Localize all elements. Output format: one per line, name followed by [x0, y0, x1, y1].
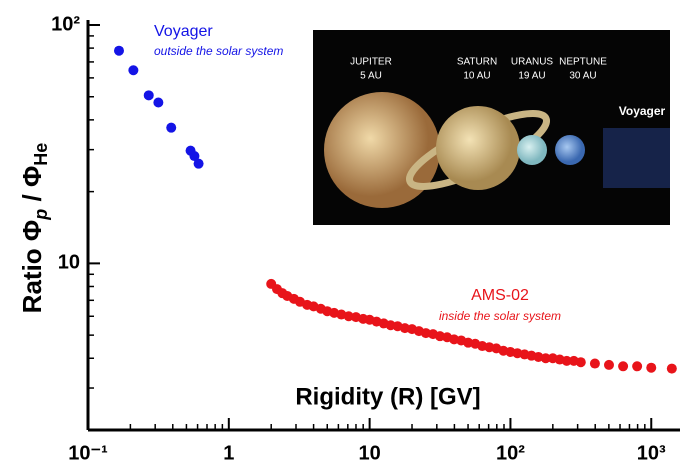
data-point [343, 311, 354, 322]
y-tick-label: 10² [51, 13, 80, 35]
planet-name: JUPITER [350, 57, 392, 68]
planet-name: NEPTUNE [559, 57, 607, 68]
inset-image: JUPITER 5 AU SATURN 10 AU URANUS 19 AU NEPTUNE… [313, 30, 670, 225]
data-point [128, 65, 139, 76]
data-point [618, 361, 629, 372]
data-point [666, 363, 677, 374]
x-tick-label: 10² [496, 442, 525, 464]
data-point [561, 355, 572, 366]
planet-distance: 30 AU [569, 71, 596, 82]
data-point [589, 358, 600, 369]
data-point [193, 158, 204, 169]
data-point [632, 361, 643, 372]
data-point [540, 353, 551, 364]
y-label-part: Ratio [17, 248, 47, 313]
series-label: Voyager [154, 23, 213, 40]
y-axis-title: Ratio Φp / ΦHe [17, 143, 51, 314]
y-label-part: p [31, 209, 51, 221]
data-point [646, 362, 657, 373]
x-axis-title: Rigidity (R) [GV] [295, 383, 480, 410]
probe-name: Voyager [619, 104, 666, 118]
y-label-part: / [17, 194, 47, 201]
data-point [575, 357, 586, 368]
data-point [603, 359, 614, 370]
y-label-part: Φ [17, 166, 47, 187]
series-note: outside the solar system [154, 44, 283, 58]
data-point [113, 45, 124, 56]
planet-name: URANUS [511, 57, 554, 68]
y-label-part: Φ [17, 220, 47, 241]
y-label-part: He [31, 143, 51, 166]
data-point [166, 122, 177, 133]
x-tick-label: 10⁻¹ [68, 442, 108, 464]
planet-distance: 5 AU [360, 71, 382, 82]
series-label: AMS-02 [471, 287, 529, 304]
y-tick-label: 10 [58, 252, 80, 274]
planet-distance: 10 AU [463, 71, 490, 82]
data-point [153, 97, 164, 108]
series-note: inside the solar system [439, 309, 561, 323]
x-tick-label: 10³ [637, 442, 666, 464]
data-point [189, 151, 200, 162]
x-tick-label: 1 [223, 442, 234, 464]
data-point [143, 90, 154, 101]
planet-name: SATURN [457, 57, 497, 68]
planet-distance: 19 AU [518, 71, 545, 82]
x-tick-label: 10 [359, 442, 381, 464]
